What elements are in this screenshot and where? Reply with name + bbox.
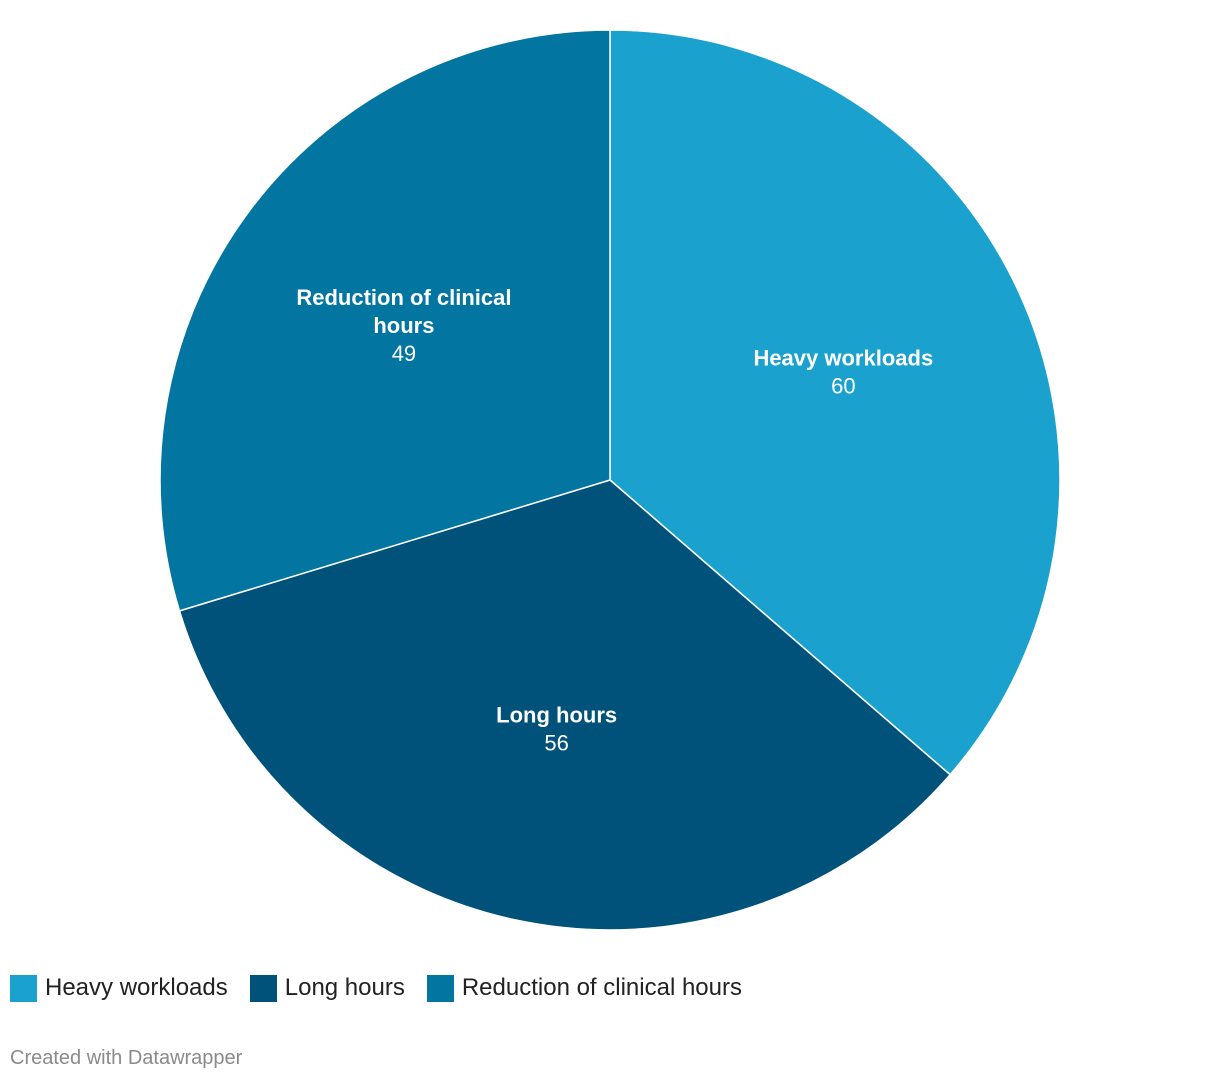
pie-slice-long-hours xyxy=(178,479,952,931)
pie-slice-reduction-of-clinical-hours xyxy=(159,29,611,612)
legend-item-long-hours: Long hours xyxy=(249,974,405,1002)
legend-swatch-long-hours xyxy=(249,974,277,1002)
slice-label-long-hours: Long hours 56 xyxy=(496,703,617,756)
legend-item-reduction-of-clinical-hours: Reduction of clinical hours xyxy=(426,974,742,1002)
pie-chart: Heavy workloads 60 Long hours 56 Reduction o… xyxy=(159,29,1061,931)
legend-swatch-reduction-of-clinical-hours xyxy=(426,974,454,1002)
legend-label-long-hours: Long hours xyxy=(284,974,405,1001)
slice-label-text: Long hours xyxy=(496,703,617,728)
slice-label-reduction-of-clinical-hours: Reduction of clinical hours 49 xyxy=(296,285,511,366)
slice-value-label: 49 xyxy=(392,341,416,366)
legend-label-reduction-of-clinical-hours: Reduction of clinical hours xyxy=(461,974,742,1001)
slice-label-text: Reduction of clinical xyxy=(296,285,511,310)
slice-value-label: 60 xyxy=(831,373,855,398)
slice-value-label: 56 xyxy=(544,731,568,756)
slice-label-text: hours xyxy=(373,313,434,338)
legend-swatch-heavy-workloads xyxy=(10,974,37,1002)
slice-label-text: Heavy workloads xyxy=(753,345,933,370)
slice-label-heavy-workloads: Heavy workloads 60 xyxy=(753,345,933,398)
pie-slice-heavy-workloads xyxy=(609,29,1061,776)
legend: Heavy workloads Long hours Reduction of … xyxy=(10,974,764,1002)
legend-item-heavy-workloads: Heavy workloads xyxy=(10,974,228,1002)
legend-label-heavy-workloads: Heavy workloads xyxy=(45,974,228,1001)
chart-credit: Created with Datawrapper xyxy=(10,1047,243,1069)
